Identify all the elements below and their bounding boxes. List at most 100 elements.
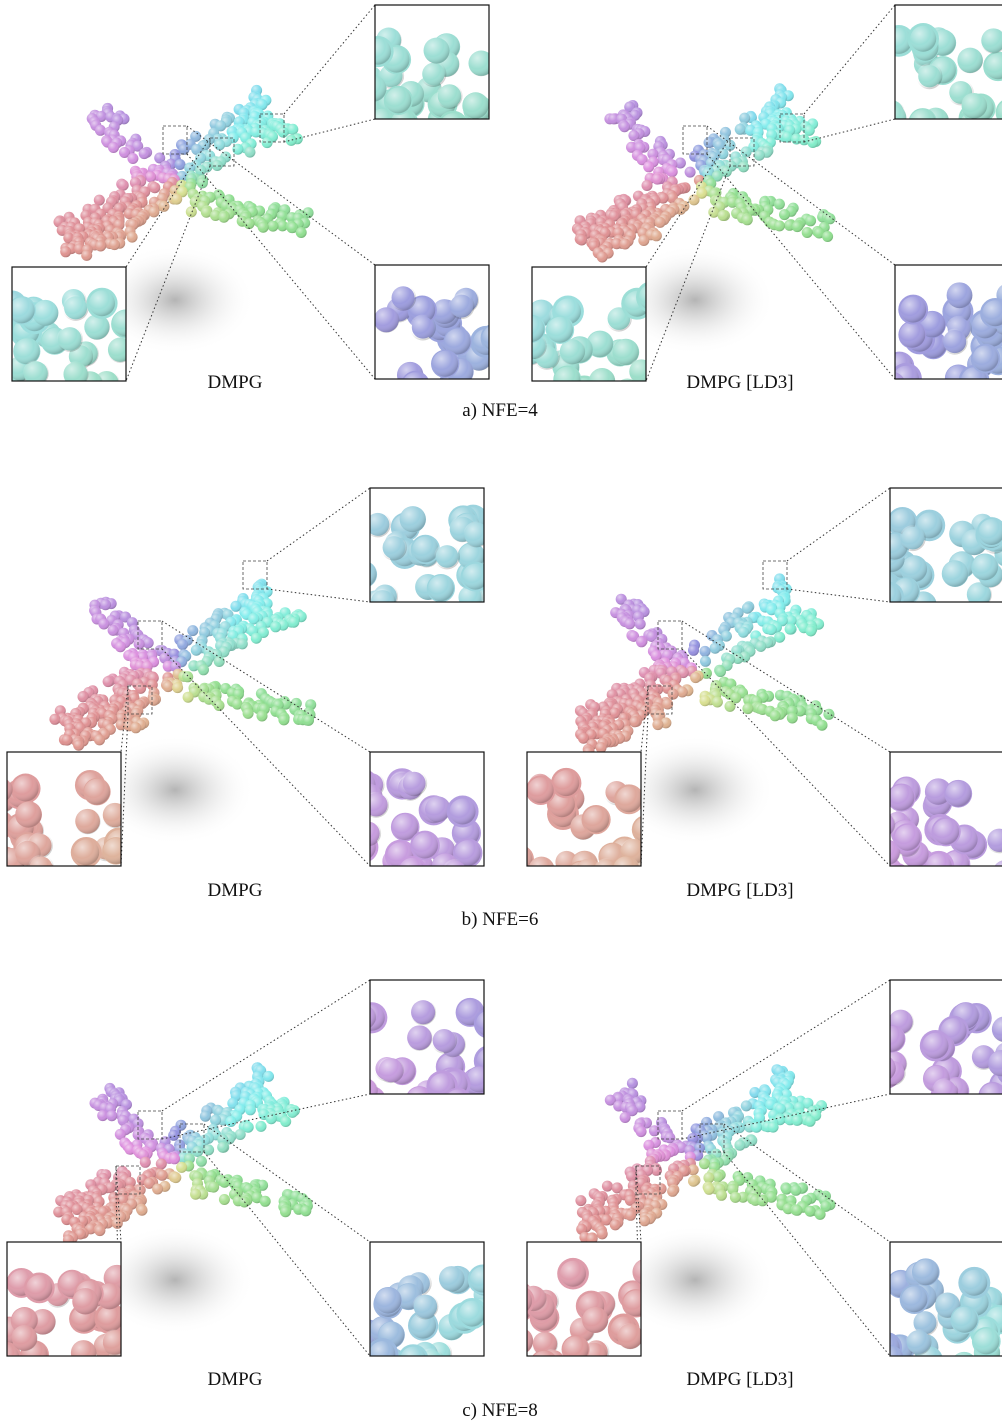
point-shade <box>176 1162 187 1173</box>
point-shade <box>245 1104 256 1115</box>
point-shade <box>710 643 721 654</box>
inset-shade <box>71 1340 97 1366</box>
point-shade <box>742 603 753 614</box>
point-shade <box>100 599 111 610</box>
point-shade <box>263 1071 274 1082</box>
point-shade <box>95 241 106 252</box>
point-shade <box>300 1205 311 1216</box>
point-shade <box>629 716 640 727</box>
inset-shade <box>571 378 597 404</box>
inset-shade <box>407 1025 433 1051</box>
point-shade <box>196 1156 207 1167</box>
point-shade <box>169 1153 180 1164</box>
inset-shade <box>12 1325 38 1351</box>
point-shade <box>785 624 796 635</box>
point-shade <box>139 148 150 159</box>
point-shade <box>270 621 281 632</box>
point-shade <box>638 235 649 246</box>
point-shade <box>286 135 297 146</box>
inset-shade <box>84 779 110 805</box>
point-shade <box>149 182 160 193</box>
point-shade <box>251 633 262 644</box>
point-shade <box>668 689 679 700</box>
zoom-connector <box>804 5 895 114</box>
point-shade <box>700 656 711 667</box>
inset-shade <box>365 39 391 65</box>
inset-shade <box>432 351 458 377</box>
point-shade <box>214 700 225 711</box>
point-shade <box>212 160 223 171</box>
point-shade <box>636 636 647 647</box>
inset-shade <box>363 792 389 818</box>
zoom-inset <box>350 980 505 1117</box>
point-shade <box>73 740 84 751</box>
point-cloud-panel <box>0 980 505 1378</box>
inset-shade <box>899 322 925 348</box>
inset-shade <box>884 863 910 889</box>
point-shade <box>636 1126 647 1137</box>
zoom-inset <box>358 5 495 141</box>
inset-shade <box>942 329 968 355</box>
inset-shade <box>961 93 987 119</box>
inset-shade <box>468 50 494 76</box>
inset-shade <box>916 63 942 89</box>
inset-shade <box>373 307 399 333</box>
point-shade <box>741 1100 752 1111</box>
point-shade <box>822 231 833 242</box>
point-shade <box>137 1205 148 1216</box>
point-shade <box>258 222 269 233</box>
point-shade <box>219 1177 230 1188</box>
point-shade <box>177 639 188 650</box>
point-shade <box>106 1110 117 1121</box>
inset-shade <box>895 825 921 851</box>
point-shade <box>81 250 92 261</box>
point-shade <box>266 1113 277 1124</box>
point-shade <box>782 132 793 143</box>
point-shade <box>774 199 785 210</box>
zoom-inset <box>0 267 140 397</box>
inset-shade <box>900 297 926 323</box>
point-shade <box>186 206 197 217</box>
point-shade <box>49 714 60 725</box>
inset-shade <box>437 83 463 109</box>
point-shade <box>738 161 749 172</box>
point-shade <box>288 617 299 628</box>
inset-shade <box>973 346 999 372</box>
point-shade <box>792 1115 803 1126</box>
point-shade <box>677 687 688 698</box>
inset-shade <box>470 1267 496 1293</box>
point-shade <box>109 239 120 250</box>
point-shade <box>210 1115 221 1126</box>
inset-shade <box>402 372 428 398</box>
inset-shade <box>369 1341 395 1367</box>
point-shade <box>163 681 174 692</box>
point-shade <box>94 734 105 745</box>
point-shade <box>635 619 646 630</box>
inset-shade <box>381 535 407 561</box>
inset-shade <box>547 317 573 343</box>
inset-shade <box>26 1275 52 1301</box>
point-shade <box>804 125 815 136</box>
point-shade <box>190 1189 201 1200</box>
point-shade <box>576 235 587 246</box>
point-shade <box>208 1182 219 1193</box>
point-shade <box>652 719 663 730</box>
point-shade <box>108 625 119 636</box>
point-shade <box>183 692 194 703</box>
inset-shade <box>553 770 579 796</box>
point-shade <box>148 206 159 217</box>
point-shade <box>130 722 141 733</box>
point-shade <box>620 239 631 250</box>
point-shade <box>60 246 71 257</box>
inset-shade <box>23 360 49 386</box>
inset-shade <box>506 847 532 873</box>
inset-shade <box>385 87 411 113</box>
point-shade <box>244 218 255 229</box>
point-shade <box>287 1107 298 1118</box>
inset-shade <box>888 785 914 811</box>
point-shade <box>170 1172 181 1183</box>
point-shade <box>98 619 109 630</box>
point-shade <box>643 161 654 172</box>
inset-shade <box>583 807 609 833</box>
point-cloud-panel <box>509 5 1002 406</box>
